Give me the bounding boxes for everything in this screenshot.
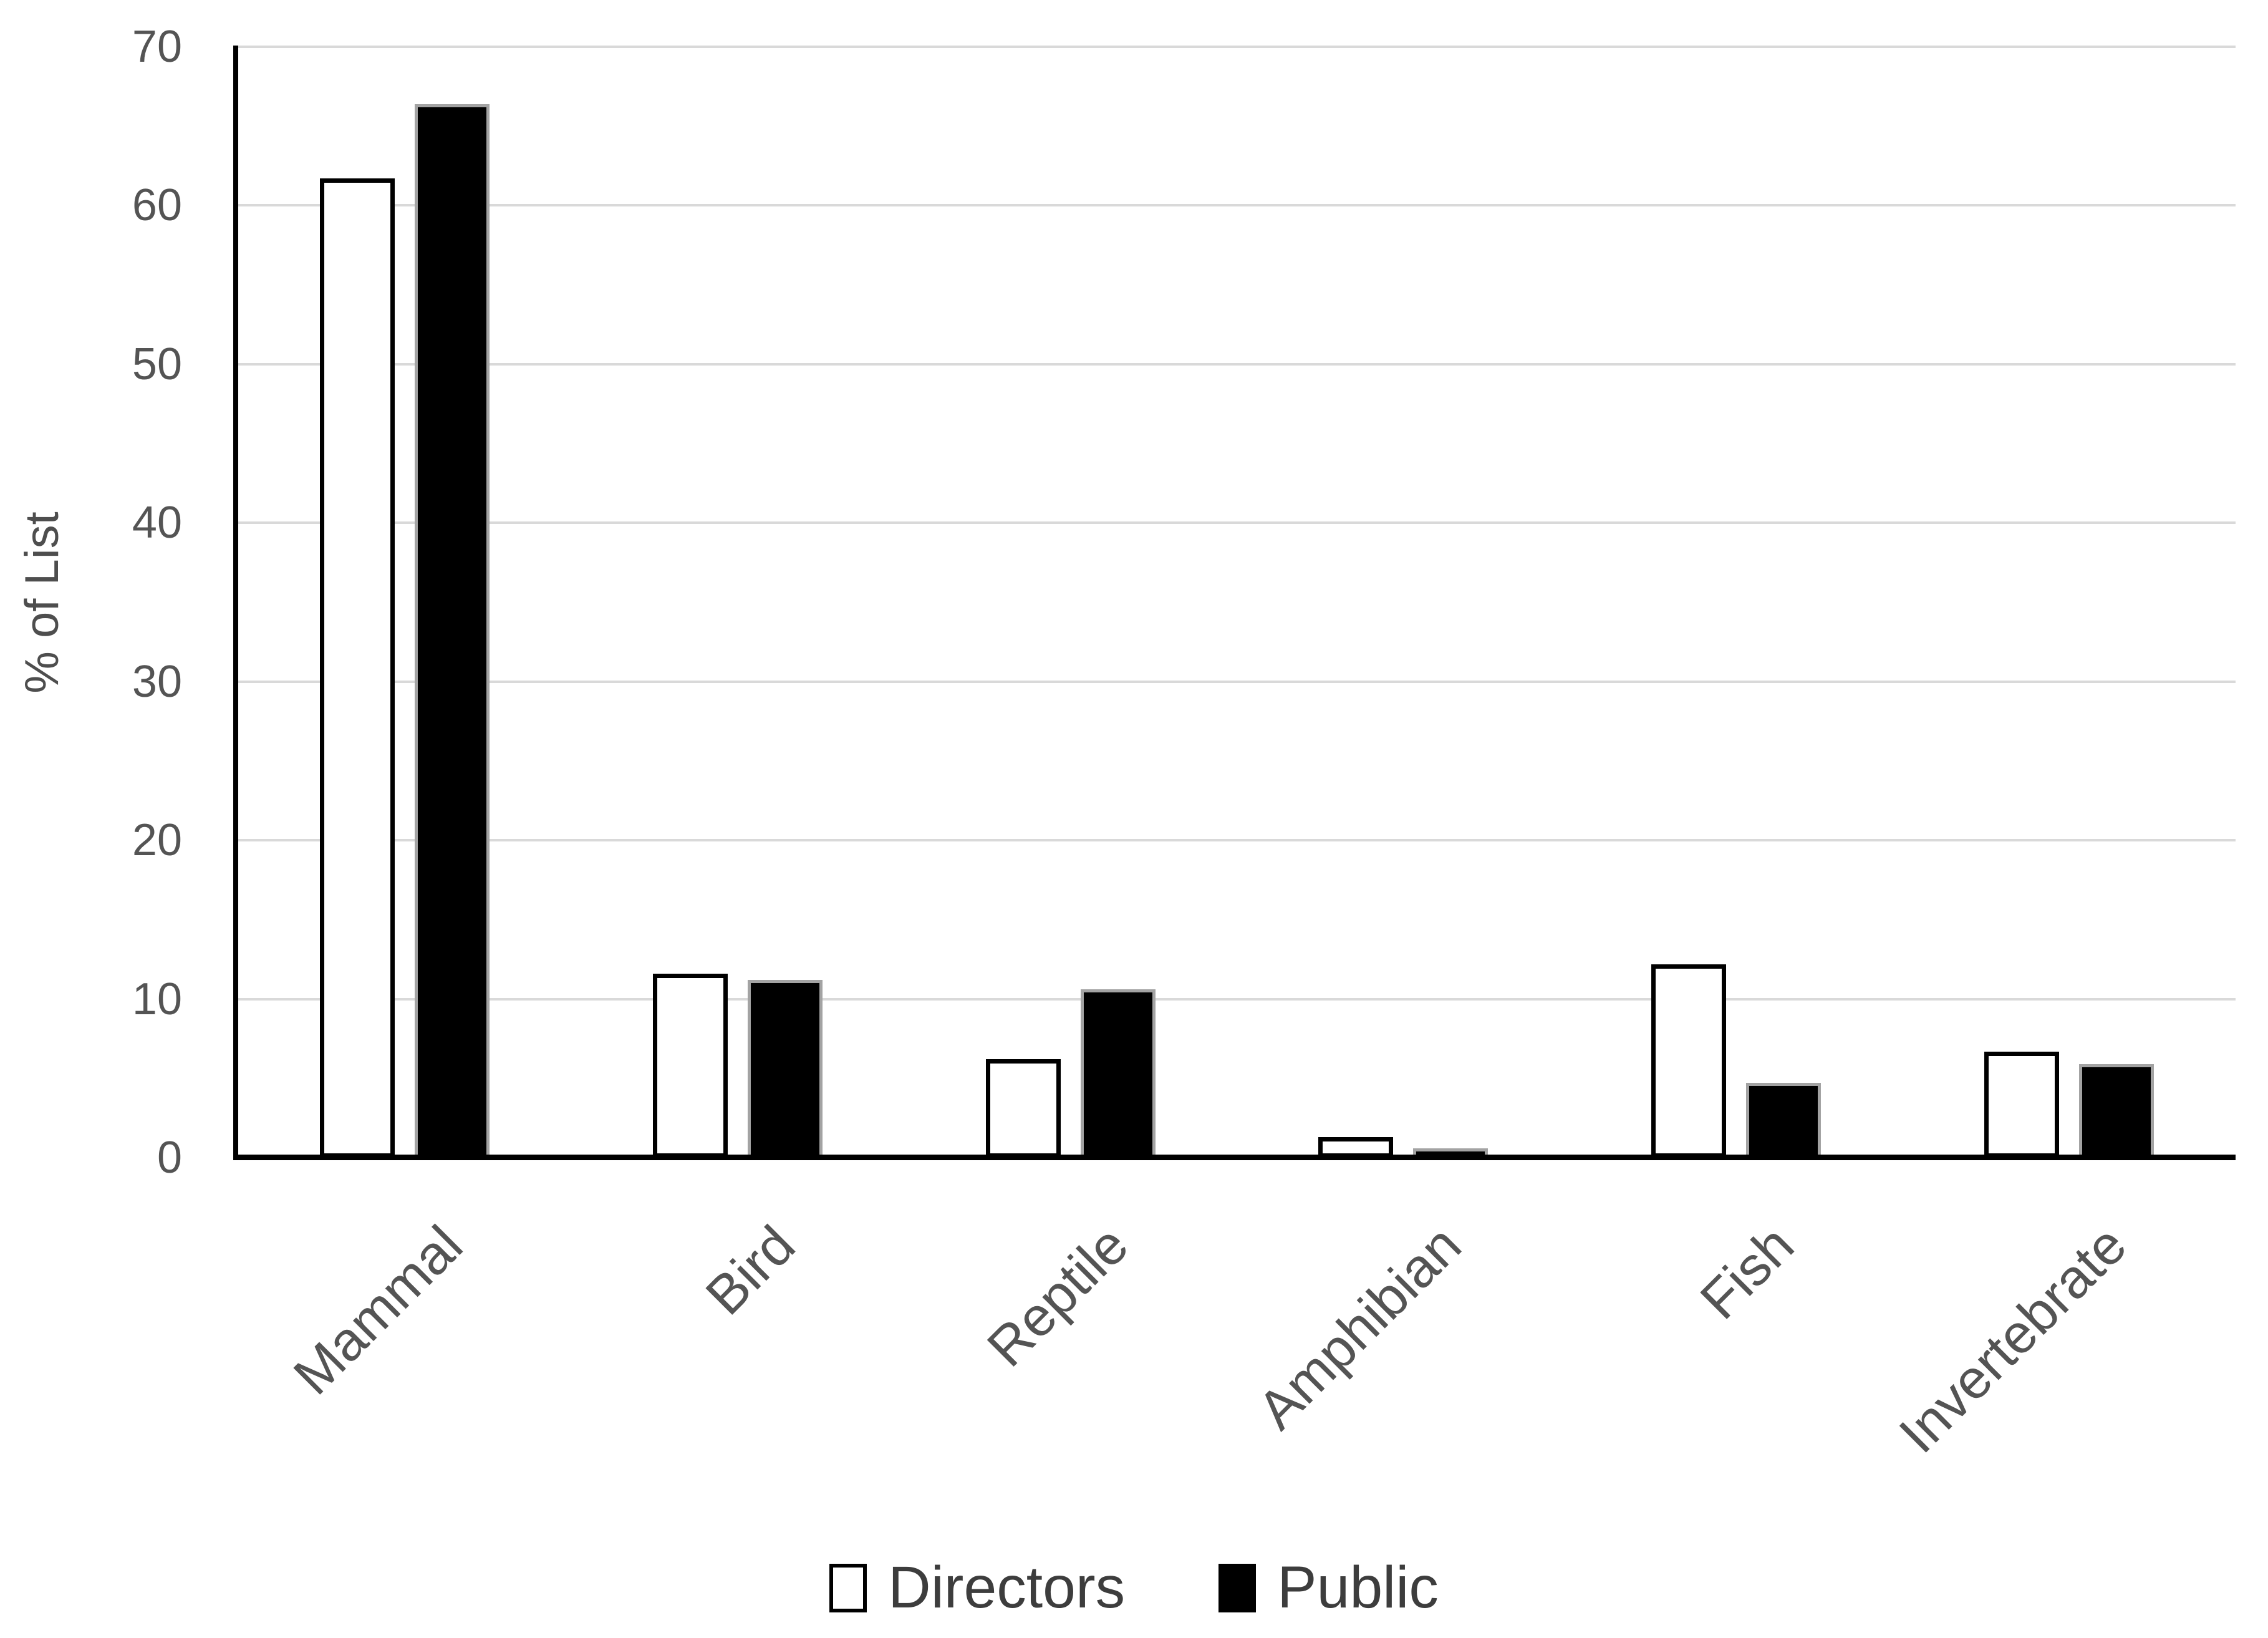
y-tick-label: 20 [132,815,182,866]
category-group [571,47,904,1158]
bar-directors-reptile [985,1059,1061,1158]
category-label-reptile: Reptile [975,1213,1140,1379]
y-tick-label: 40 [132,498,182,548]
bar-public-invertebrate [2079,1064,2155,1158]
bar-public-bird [747,980,823,1158]
legend-swatch-directors [829,1563,867,1612]
legend-label: Directors [888,1554,1126,1621]
y-axis-line [233,46,238,1160]
bar-public-fish [1746,1083,1822,1158]
category-group [238,47,571,1158]
legend-swatch-public [1218,1563,1257,1612]
y-tick-label: 10 [132,974,182,1024]
y-tick-label: 60 [132,180,182,231]
y-tick-label: 30 [132,656,182,707]
y-tick-label: 0 [157,1133,182,1183]
legend: Directors Public [0,1558,2268,1617]
gridline [238,362,2236,366]
category-label-amphibian: Amphibian [1245,1213,1473,1441]
gridline [238,680,2236,683]
category-group [1903,47,2236,1158]
category-label-bird: Bird [693,1213,807,1327]
bar-public-mammal [414,104,490,1158]
bar-public-reptile [1080,989,1156,1158]
y-tick-label: 70 [132,22,182,72]
gridline [238,839,2236,842]
y-tick-label: 50 [132,339,182,389]
bar-directors-amphibian [1318,1137,1394,1158]
legend-label: Public [1277,1554,1439,1621]
gridline [238,997,2236,1001]
category-group [1237,47,1570,1158]
legend-item-public: Public [1218,1558,1439,1617]
bar-directors-bird [652,974,728,1158]
legend-item-directors: Directors [829,1558,1125,1617]
gridline [238,46,2236,48]
gridline [238,521,2236,525]
gridline [238,204,2236,207]
bar-directors-mammal [319,178,395,1158]
plot-area [233,46,2236,1160]
x-axis-baseline [233,1155,2236,1160]
category-label-fish: Fish [1688,1213,1806,1331]
bar-directors-fish [1651,964,1727,1158]
category-label-invertebrate: Invertebrate [1887,1213,2138,1465]
y-axis-tick-labels: 0 10 20 30 40 50 60 70 [0,24,182,1180]
category-label-mammal: Mammal [281,1213,474,1407]
category-group [904,47,1237,1158]
bar-directors-invertebrate [1984,1052,2060,1158]
category-group [1570,47,1903,1158]
